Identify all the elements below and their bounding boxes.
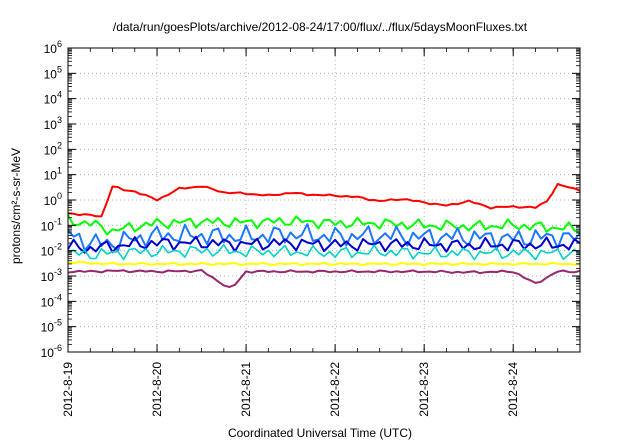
x-tick-label: 2012-8-24 <box>506 362 520 417</box>
grid-lines <box>68 48 580 352</box>
series-group <box>67 183 581 288</box>
y-tick-label: 10-6 <box>41 343 62 360</box>
y-tick-label: 103 <box>44 115 62 132</box>
y-tick-label: 106 <box>44 39 62 56</box>
y-tick-label: 10-5 <box>41 318 62 335</box>
x-tick-label: 2012-8-19 <box>61 362 75 417</box>
y-tick-label: 102 <box>44 140 62 157</box>
y-tick-label: 10-3 <box>41 267 62 284</box>
chart-title: /data/run/goesPlots/archive/2012-08-24/1… <box>112 20 528 34</box>
x-tick-label: 2012-8-22 <box>328 362 342 417</box>
y-tick-label: 105 <box>44 64 62 81</box>
x-axis-label: Coordinated Universal Time (UTC) <box>227 426 413 440</box>
series-line <box>67 244 581 261</box>
series-line <box>67 269 581 288</box>
y-tick-label: 101 <box>44 166 62 183</box>
axis-ticks <box>67 47 581 353</box>
x-tick-label: 2012-8-23 <box>417 362 431 417</box>
tick-labels: 10-6 10-5 10-4 10-3 10-2 10-1 100 101 102 103 104 1… <box>41 39 521 417</box>
series-line <box>67 260 581 267</box>
series-line <box>67 223 581 252</box>
y-tick-label: 10-2 <box>41 242 62 259</box>
series-line <box>67 183 581 218</box>
x-tick-label: 2012-8-21 <box>239 362 253 417</box>
series-line <box>67 214 581 236</box>
x-tick-label: 2012-8-20 <box>150 362 164 417</box>
series-line <box>67 235 581 254</box>
y-tick-label: 10-1 <box>41 216 62 233</box>
y-tick-label: 104 <box>44 90 62 107</box>
y-tick-label: 100 <box>44 191 62 208</box>
y-tick-label: 10-4 <box>41 292 62 309</box>
